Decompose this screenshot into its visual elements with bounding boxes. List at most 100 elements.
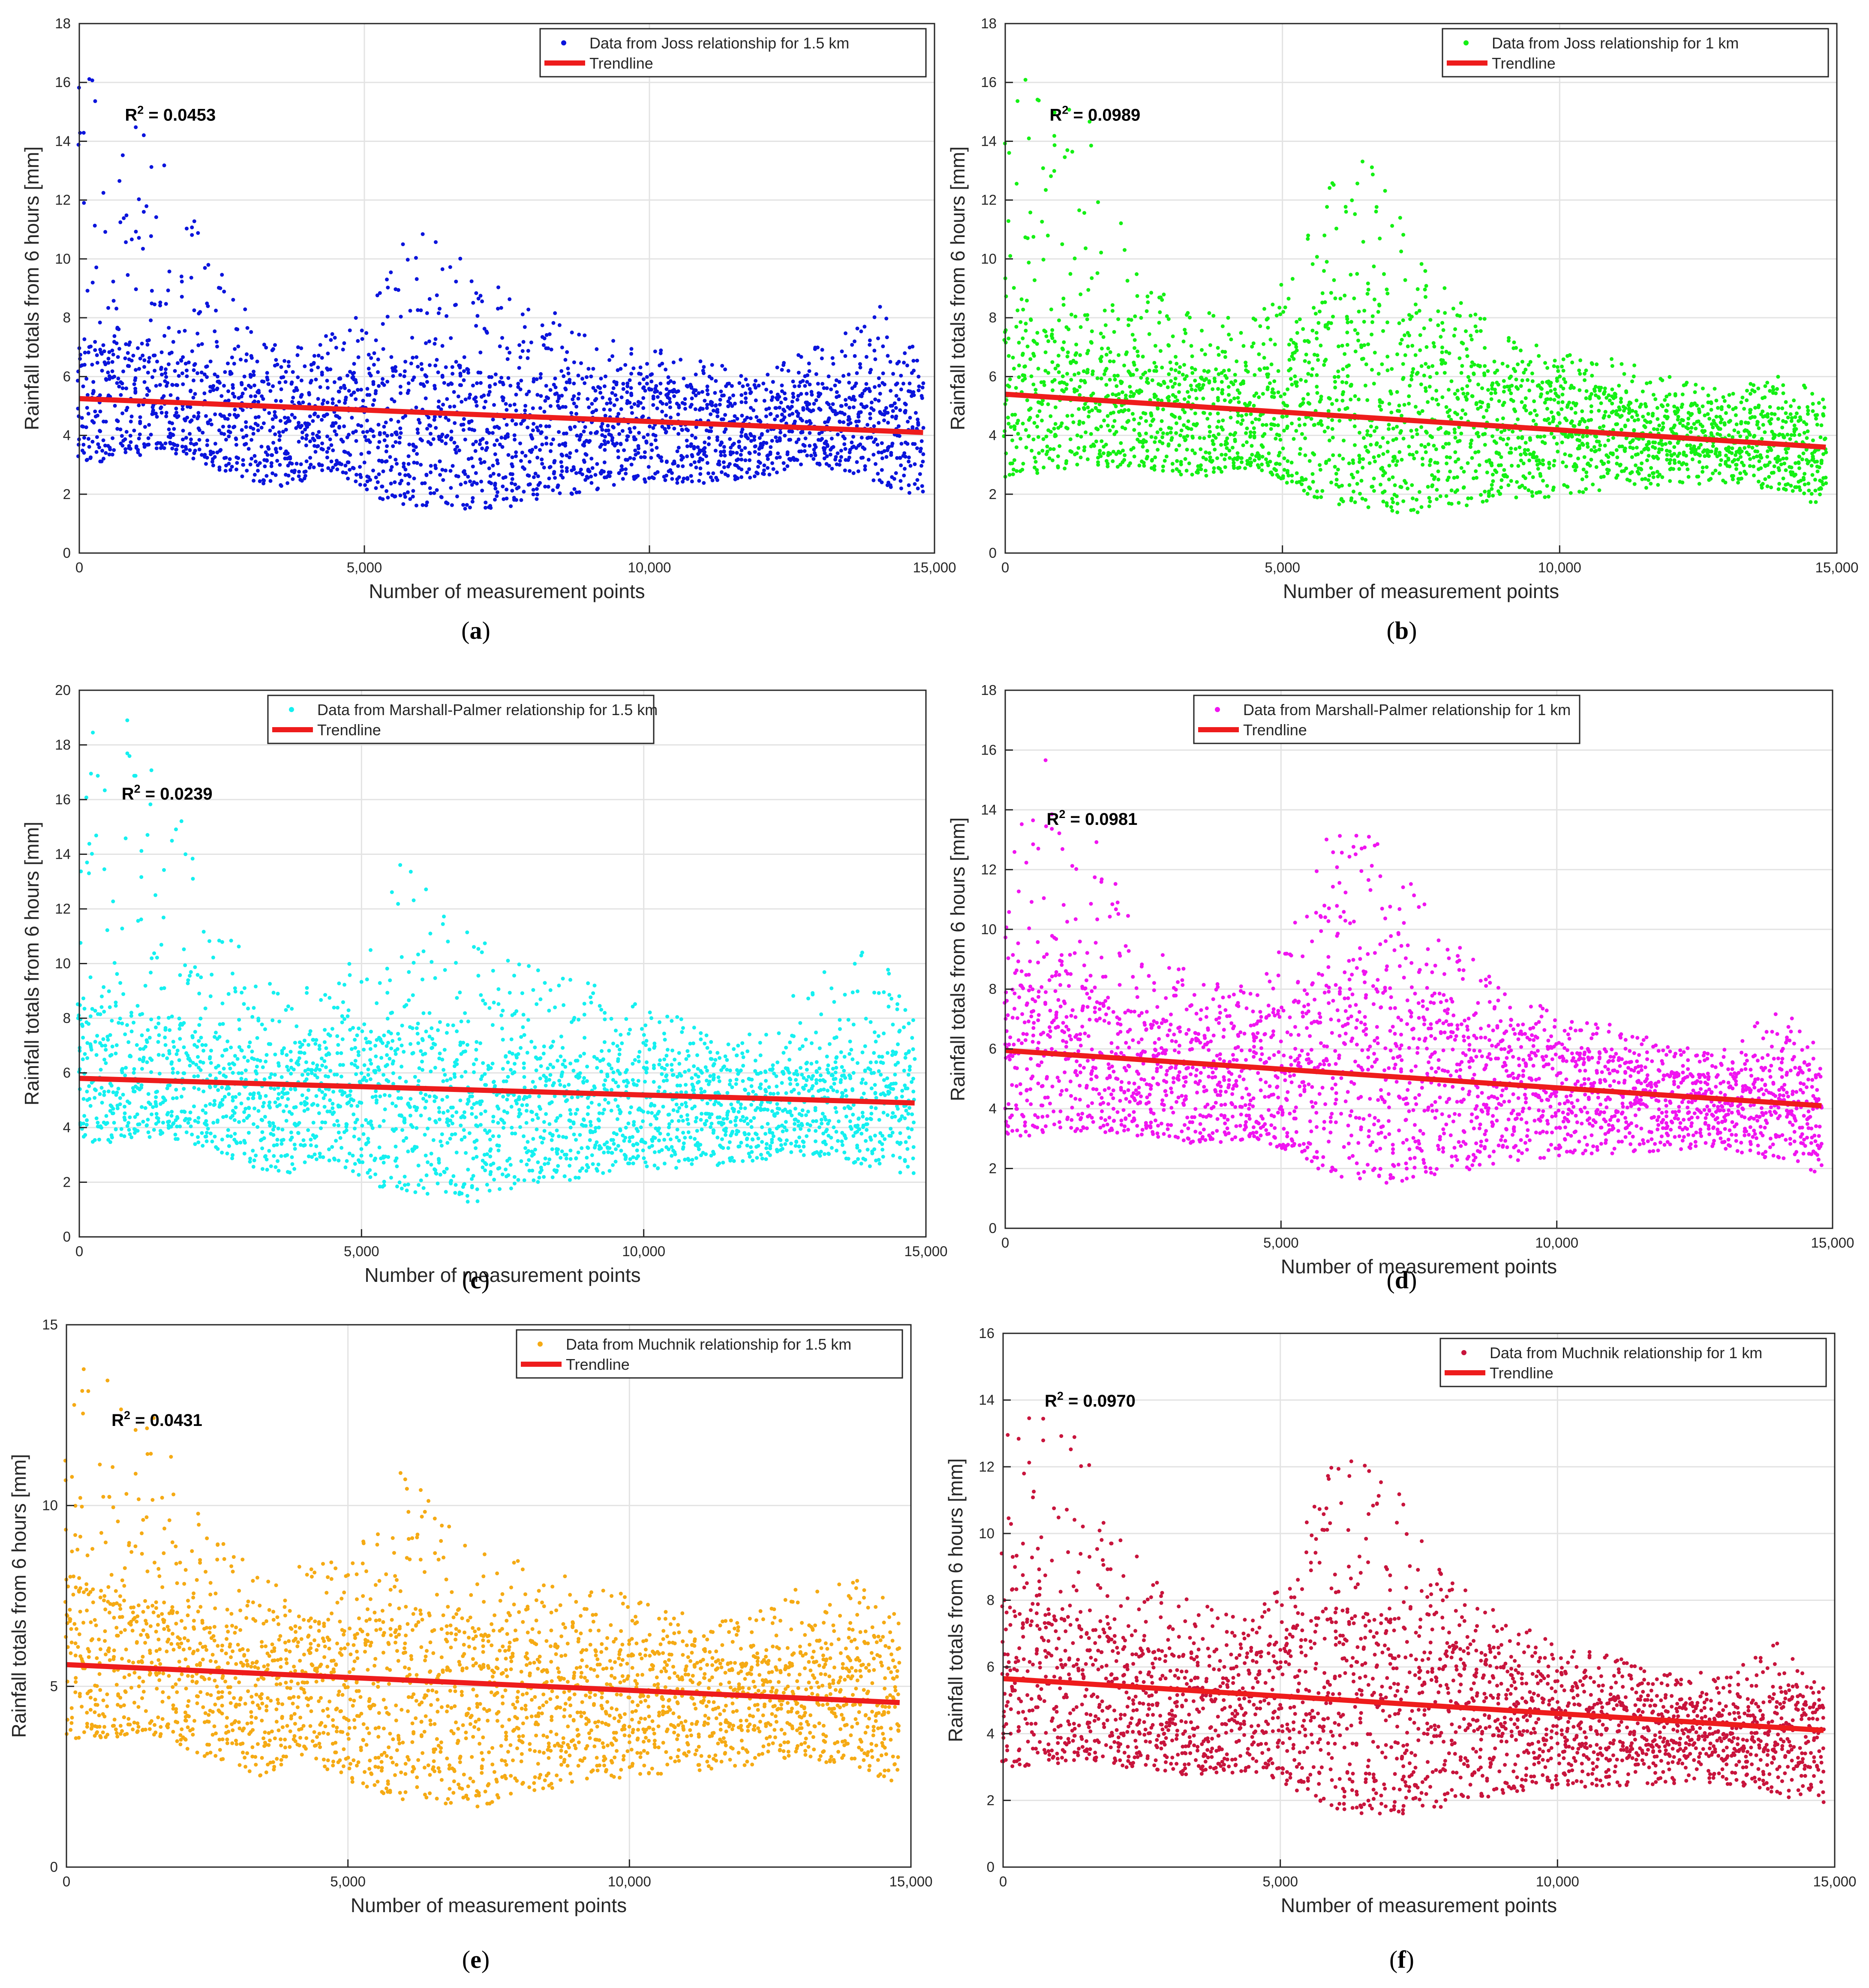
data-point — [1099, 331, 1103, 336]
data-point — [197, 438, 201, 442]
data-point — [632, 437, 637, 442]
data-point — [273, 343, 277, 347]
data-point — [873, 357, 877, 361]
data-point — [743, 458, 748, 463]
data-point — [154, 412, 158, 416]
data-point — [390, 397, 394, 401]
data-point — [324, 334, 328, 338]
data-point — [1630, 455, 1634, 459]
data-point — [495, 494, 499, 498]
data-point — [241, 463, 245, 467]
data-point — [1053, 340, 1057, 343]
data-point — [713, 391, 717, 395]
data-point — [466, 368, 470, 372]
data-point — [319, 447, 324, 451]
data-point — [610, 391, 614, 395]
data-point — [1574, 402, 1578, 406]
data-point — [1622, 372, 1626, 376]
data-point — [1272, 395, 1276, 399]
data-point — [838, 420, 842, 424]
data-point — [1418, 411, 1422, 415]
data-point — [133, 376, 138, 380]
data-point — [813, 453, 817, 457]
data-point — [1238, 466, 1242, 469]
data-point — [711, 409, 715, 413]
data-point — [120, 411, 125, 415]
data-point — [335, 459, 339, 463]
data-point — [1584, 396, 1588, 400]
data-point — [1430, 483, 1435, 487]
data-point — [304, 443, 308, 448]
data-point — [439, 435, 443, 439]
data-point — [529, 340, 533, 345]
data-point — [1133, 338, 1137, 342]
data-point — [188, 405, 192, 409]
data-point — [1023, 235, 1028, 239]
data-point — [538, 448, 542, 452]
data-point — [1333, 375, 1337, 379]
data-point — [307, 466, 312, 470]
data-point — [868, 338, 872, 343]
data-point — [482, 406, 486, 409]
y-tick-label: 4 — [63, 427, 71, 443]
data-point — [1341, 367, 1345, 371]
data-point — [359, 452, 364, 456]
data-point — [1409, 508, 1413, 512]
data-point — [535, 487, 539, 491]
data-point — [1207, 311, 1211, 315]
data-point — [1244, 364, 1248, 368]
data-point — [269, 461, 273, 465]
data-point — [406, 381, 411, 385]
data-point — [171, 383, 174, 387]
data-point — [889, 453, 893, 457]
data-point — [1097, 402, 1102, 406]
data-point — [636, 451, 640, 455]
data-point — [1211, 314, 1216, 318]
data-point — [444, 468, 448, 472]
data-point — [1374, 209, 1378, 214]
data-point — [1555, 442, 1559, 446]
data-point — [142, 380, 147, 384]
data-point — [1323, 300, 1327, 304]
data-point — [1232, 464, 1236, 468]
data-point — [535, 377, 539, 381]
data-point — [167, 362, 171, 367]
data-point — [1409, 429, 1413, 433]
data-point — [439, 495, 443, 499]
data-point — [1193, 379, 1197, 383]
data-point — [1463, 412, 1468, 416]
data-point — [1349, 273, 1353, 277]
data-point — [1407, 333, 1411, 337]
data-point — [185, 226, 189, 231]
data-point — [906, 420, 910, 424]
data-point — [1447, 414, 1451, 418]
data-point — [1365, 429, 1370, 433]
data-point — [544, 384, 548, 388]
data-point — [1318, 463, 1322, 467]
data-point — [1492, 359, 1496, 364]
data-point — [508, 351, 512, 355]
data-point — [1417, 309, 1421, 313]
data-point — [1332, 278, 1336, 282]
data-point — [367, 393, 372, 397]
data-point — [384, 449, 388, 454]
data-point — [804, 400, 808, 405]
data-point — [1636, 418, 1641, 422]
data-point — [282, 415, 287, 420]
data-point — [855, 371, 859, 375]
data-point — [209, 422, 213, 427]
data-point — [1589, 448, 1593, 452]
data-point — [745, 435, 749, 439]
data-point — [359, 388, 363, 392]
data-point — [714, 379, 718, 383]
data-point — [196, 231, 200, 235]
data-point — [1478, 316, 1482, 321]
data-point — [111, 280, 115, 284]
data-point — [1277, 462, 1282, 466]
data-point — [501, 381, 505, 385]
data-point — [723, 367, 727, 372]
data-point — [1491, 493, 1495, 498]
data-point — [694, 465, 698, 469]
data-point — [1539, 392, 1543, 397]
data-point — [780, 368, 784, 372]
